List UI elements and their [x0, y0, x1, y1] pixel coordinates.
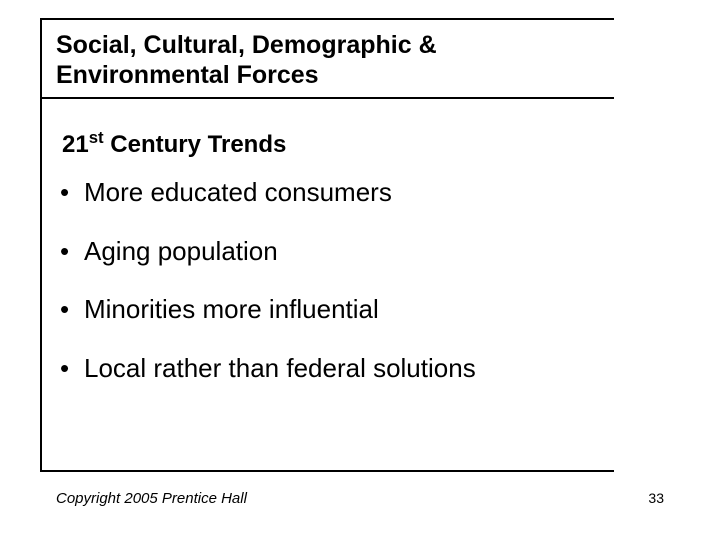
list-item: •Local rather than federal solutions [72, 354, 632, 383]
bottom-rule [40, 470, 614, 472]
top-rule [40, 18, 614, 20]
page-number: 33 [648, 490, 664, 506]
bullet-text: Local rather than federal solutions [84, 353, 476, 383]
slide-subtitle: 21st Century Trends [62, 128, 286, 159]
list-item: •Minorities more influential [72, 295, 632, 324]
bullet-text: Aging population [84, 236, 278, 266]
footer-copyright: Copyright 2005 Prentice Hall [56, 490, 247, 507]
slide: Social, Cultural, Demographic & Environm… [0, 0, 720, 540]
list-item: •Aging population [72, 237, 632, 266]
subtitle-superscript: st [89, 128, 104, 147]
title-underline [40, 97, 614, 99]
subtitle-pre: 21 [62, 131, 89, 158]
subtitle-post: Century Trends [104, 131, 287, 158]
bullet-text: More educated consumers [84, 177, 392, 207]
slide-title: Social, Cultural, Demographic & Environm… [56, 30, 616, 90]
bullet-text: Minorities more influential [84, 294, 379, 324]
list-item: •More educated consumers [72, 178, 632, 207]
left-rule [40, 18, 42, 470]
bullet-list: •More educated consumers •Aging populati… [72, 178, 632, 412]
